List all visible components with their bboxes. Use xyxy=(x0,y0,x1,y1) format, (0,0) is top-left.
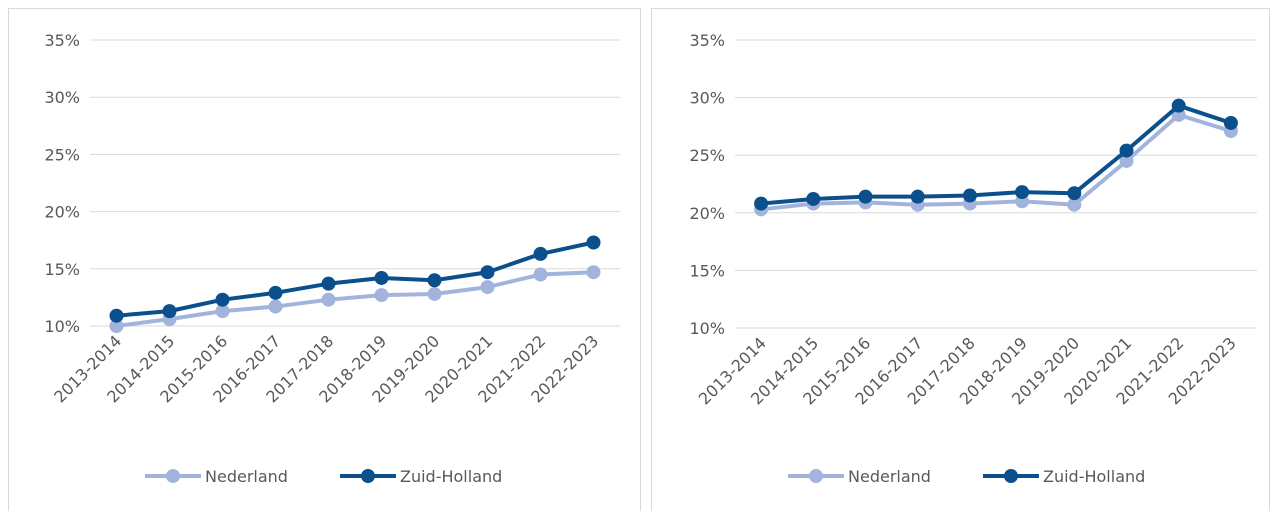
y-tick-label: 10% xyxy=(689,319,725,338)
point-marker xyxy=(427,286,442,301)
point-marker xyxy=(1067,186,1082,201)
point-marker xyxy=(215,292,230,307)
legend-marker xyxy=(166,469,180,483)
y-tick-label: 15% xyxy=(44,260,80,279)
point-marker xyxy=(1171,98,1186,113)
point-marker xyxy=(858,189,873,204)
point-marker xyxy=(910,189,925,204)
point-marker xyxy=(586,235,601,250)
point-marker xyxy=(806,191,821,206)
panel-border xyxy=(8,8,641,515)
point-marker xyxy=(268,285,283,300)
panel-border xyxy=(651,8,1270,515)
point-marker xyxy=(1119,143,1134,158)
point-marker xyxy=(480,280,495,295)
point-marker xyxy=(321,276,336,291)
point-marker xyxy=(1015,185,1030,200)
y-tick-label: 35% xyxy=(689,31,725,50)
point-marker xyxy=(268,299,283,314)
point-marker xyxy=(1223,115,1238,130)
y-tick-label: 25% xyxy=(689,146,725,165)
legend-label: Nederland xyxy=(205,467,288,486)
point-marker xyxy=(374,270,389,285)
series-line xyxy=(760,112,1232,212)
legend-label: Nederland xyxy=(848,467,931,486)
point-marker xyxy=(533,246,548,261)
y-tick-label: 20% xyxy=(689,204,725,223)
point-marker xyxy=(215,304,230,319)
point-marker xyxy=(962,188,977,203)
legend-marker xyxy=(1004,469,1018,483)
series-line xyxy=(760,103,1232,206)
point-marker xyxy=(374,288,389,303)
point-marker xyxy=(321,292,336,307)
y-tick-label: 20% xyxy=(44,203,80,222)
series-line xyxy=(116,240,594,318)
point-marker xyxy=(162,304,177,319)
legend-label: Zuid-Holland xyxy=(1043,467,1145,486)
series-line xyxy=(116,270,594,328)
y-tick-label: 30% xyxy=(44,88,80,107)
legend-marker xyxy=(809,469,823,483)
y-tick-label: 25% xyxy=(44,145,80,164)
point-marker xyxy=(1119,153,1134,168)
y-tick-label: 30% xyxy=(689,89,725,108)
y-tick-label: 35% xyxy=(44,31,80,50)
point-marker xyxy=(109,319,124,333)
point-marker xyxy=(480,265,495,280)
point-marker xyxy=(586,265,601,280)
legend-label: Zuid-Holland xyxy=(400,467,502,486)
point-marker xyxy=(533,267,548,282)
point-marker xyxy=(1067,197,1082,212)
point-marker xyxy=(754,196,769,211)
y-tick-label: 15% xyxy=(689,261,725,280)
point-marker xyxy=(427,273,442,288)
y-tick-label: 10% xyxy=(44,317,80,336)
point-marker xyxy=(109,308,124,323)
legend-marker xyxy=(361,469,375,483)
